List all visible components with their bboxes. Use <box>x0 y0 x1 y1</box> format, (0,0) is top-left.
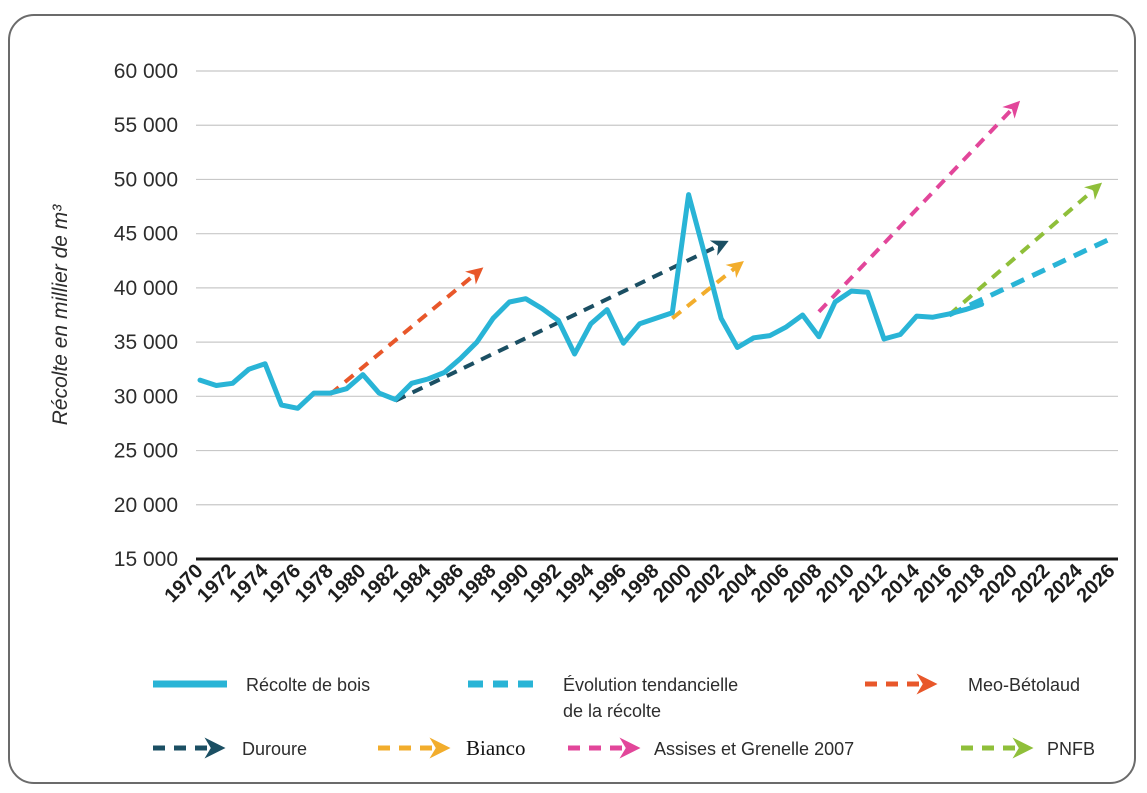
series-recolte-de-bois <box>200 195 982 409</box>
legend-item: Évolution tendancielle de la récolte <box>468 675 738 721</box>
y-tick-label: 45 000 <box>114 223 178 246</box>
legend-label: Duroure <box>242 739 307 759</box>
legend-item: Assises et Grenelle 2007 <box>568 739 854 759</box>
series-meo-betolaud <box>330 273 477 395</box>
x-axis-ticks: 1970197219741976197819801982198419861988… <box>161 559 1120 607</box>
y-axis-label: Récolte en millier de m³ <box>49 204 72 426</box>
y-tick-label: 20 000 <box>114 494 178 517</box>
y-tick-label: 55 000 <box>114 114 178 137</box>
y-tick-label: 60 000 <box>114 60 178 83</box>
legend-label: Meo-Bétolaud <box>968 675 1080 695</box>
y-tick-label: 50 000 <box>114 168 178 191</box>
legend-label: Récolte de bois <box>246 675 370 695</box>
legend: Récolte de bois Évolution tendancielle de … <box>153 675 1095 760</box>
legend-label: PNFB <box>1047 739 1095 759</box>
y-tick-label: 15 000 <box>114 548 178 571</box>
legend-item: Duroure <box>153 739 307 759</box>
legend-item: Bianco <box>378 736 525 760</box>
legend-label: Évolution tendancielle <box>563 675 738 695</box>
y-axis-ticks: 15 000 20 000 25 000 30 000 35 000 40 000 45 0… <box>114 60 178 571</box>
legend-label: de la récolte <box>563 701 661 721</box>
y-tick-label: 40 000 <box>114 277 178 300</box>
series-lines <box>200 107 1112 409</box>
y-tick-label: 30 000 <box>114 385 178 408</box>
legend-label: Bianco <box>466 736 525 760</box>
x-tick-label: 2026 <box>1073 560 1120 607</box>
series-bianco <box>672 266 737 318</box>
legend-item: PNFB <box>961 739 1095 759</box>
y-tick-label: 25 000 <box>114 440 178 463</box>
series-pnfb <box>949 188 1096 315</box>
legend-item: Récolte de bois <box>153 675 370 695</box>
legend-label: Assises et Grenelle 2007 <box>654 739 854 759</box>
y-tick-label: 35 000 <box>114 331 178 354</box>
series-evolution-tendancielle-de-la-recolte <box>949 238 1112 315</box>
legend-item: Meo-Bétolaud <box>865 675 1080 695</box>
series-assises-et-grenelle-2007 <box>819 107 1014 312</box>
